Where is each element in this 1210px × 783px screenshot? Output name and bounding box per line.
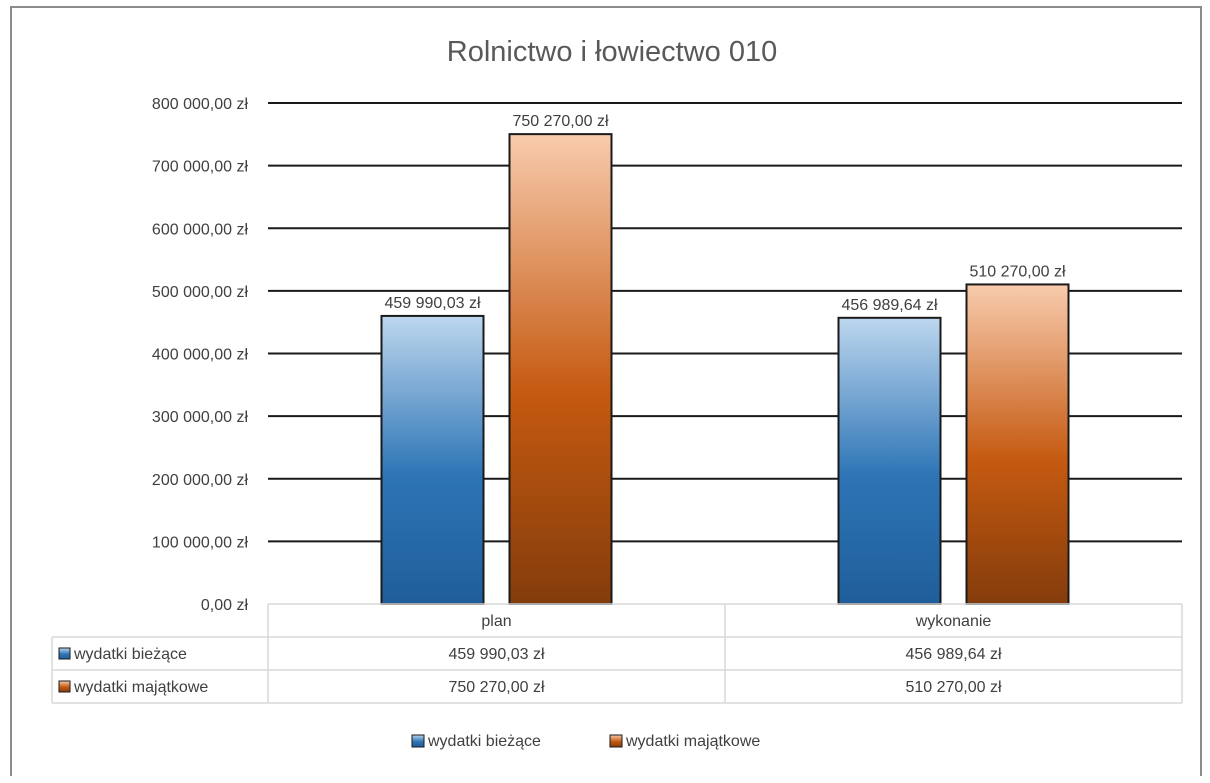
legend-key [411, 734, 425, 748]
table-legend-key [58, 680, 71, 693]
legend: wydatki bieżące wydatki majątkowe [411, 733, 760, 750]
y-tick-label: 500 000,00 zł [152, 284, 249, 301]
table-cell-value: 510 270,00 zł [905, 679, 1002, 696]
data-label: 456 989,64 zł [841, 297, 938, 314]
table-cell-value: 459 990,03 zł [448, 646, 545, 663]
data-label: 750 270,00 zł [512, 113, 609, 130]
bar [965, 283, 1070, 605]
table-series-name: wydatki majątkowe [73, 679, 208, 696]
table-cell-value: 750 270,00 zł [448, 679, 545, 696]
bar [837, 316, 942, 605]
data-table: plan wykonanie wydatki bieżące 459 990,03 z… [51, 603, 1183, 704]
table-category-label: plan [481, 613, 511, 630]
y-tick-label: 0,00 zł [201, 597, 249, 614]
data-labels: 459 990,03 zł 750 270,00 zł 456 989,64 zł 5… [384, 113, 1066, 314]
y-tick-label: 400 000,00 zł [152, 347, 249, 364]
chart-title: Rolnictwo i łowiectwo 010 [447, 36, 777, 68]
legend-label: wydatki majątkowe [625, 733, 760, 750]
y-tick-label: 800 000,00 zł [152, 96, 249, 113]
y-tick-label: 600 000,00 zł [152, 221, 249, 238]
y-tick-label: 300 000,00 zł [152, 409, 249, 426]
y-tick-label: 200 000,00 zł [152, 472, 249, 489]
y-tick-label: 700 000,00 zł [152, 159, 249, 176]
bars [380, 133, 1070, 606]
legend-key [609, 734, 623, 748]
y-tick-label: 100 000,00 zł [152, 534, 249, 551]
bar [508, 133, 613, 606]
table-legend-key [58, 647, 71, 660]
data-label: 459 990,03 zł [384, 295, 481, 312]
y-axis-tick-labels: 0,00 zł 100 000,00 zł 200 000,00 zł 300 000… [152, 96, 249, 614]
table-category-label: wykonanie [915, 613, 992, 630]
chart-canvas: Rolnictwo i łowiectwo 010 0,00 zł 100 000… [51, 36, 1183, 750]
table-series-name: wydatki bieżące [73, 646, 187, 663]
data-label: 510 270,00 zł [969, 263, 1066, 280]
table-cell-value: 456 989,64 zł [905, 646, 1002, 663]
legend-label: wydatki bieżące [427, 733, 541, 750]
bar [380, 314, 485, 605]
chart-frame: Rolnictwo i łowiectwo 010 0,00 zł 100 000… [10, 6, 1202, 776]
